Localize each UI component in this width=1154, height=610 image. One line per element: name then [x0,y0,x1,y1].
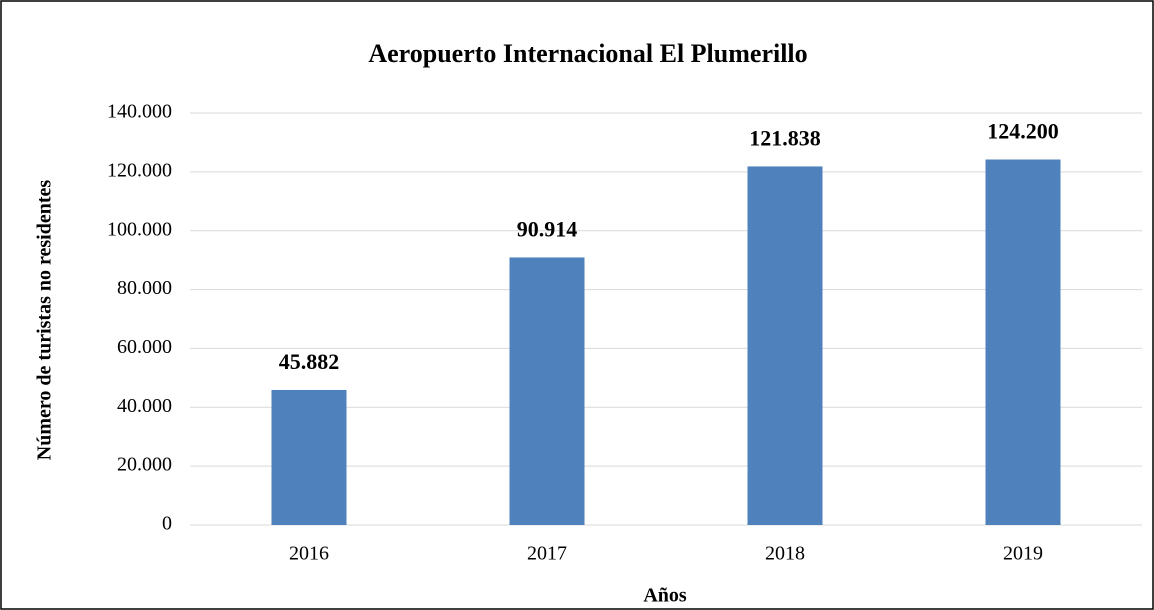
y-tick-label: 20.000 [117,454,172,476]
bar [271,389,347,525]
x-axis-label: Años [643,585,687,607]
y-tick-label: 80.000 [117,277,172,299]
x-tick-label: 2016 [289,543,329,565]
x-tick-label: 2018 [765,543,805,565]
bar [985,159,1061,526]
bar [747,166,823,525]
data-label: 45.882 [279,349,340,374]
x-tick-label: 2017 [527,543,567,565]
data-label: 121.838 [749,125,821,150]
chart-title: Aeropuerto Internacional El Plumerillo [368,39,807,68]
data-label: 124.200 [987,119,1059,144]
y-tick-label: 140.000 [107,101,172,123]
y-tick-label: 120.000 [107,159,172,181]
bar [509,257,585,525]
y-tick-label: 0 [162,513,172,535]
data-label: 90.914 [517,216,578,241]
y-tick-label: 100.000 [107,218,172,240]
y-tick-label: 40.000 [117,395,172,417]
y-tick-label: 60.000 [117,336,172,358]
y-axis-label: Número de turistas no residentes [34,180,56,461]
x-tick-label: 2019 [1003,543,1043,565]
